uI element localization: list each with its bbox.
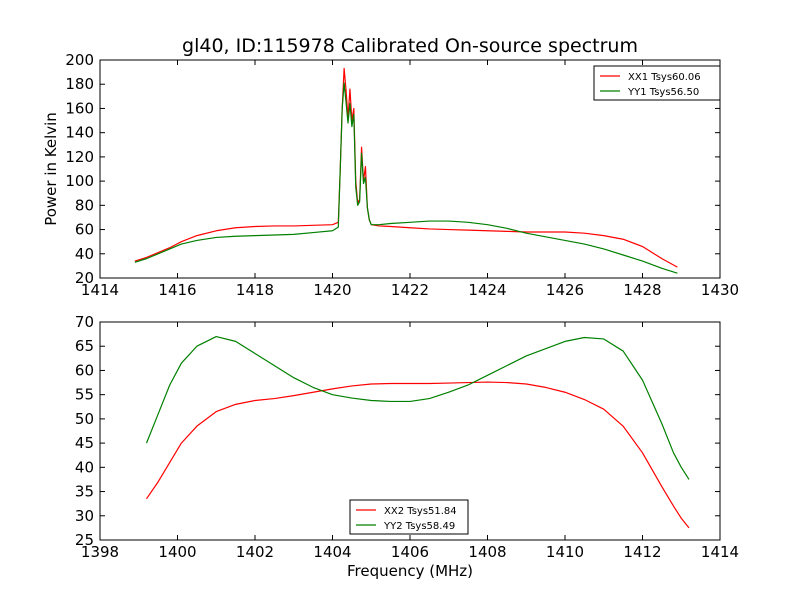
y-tick-label: 80 — [75, 196, 94, 214]
series-line-yy2 — [145, 335, 690, 480]
x-tick-label: 1420 — [313, 281, 351, 299]
x-tick-label: 1422 — [391, 281, 429, 299]
bottom-panel: 1398 1400 1402 1404 1406 1408 1410 1412 1414 25 30… — [75, 313, 739, 580]
y-tick-label: 200 — [65, 51, 94, 69]
y-tick-label: 180 — [65, 75, 94, 93]
y-tick-label: 35 — [75, 483, 94, 501]
legend-entry: YY2 Tsys58.49 — [383, 521, 455, 532]
x-tick-label: 1418 — [236, 281, 274, 299]
y-tick-label: 60 — [75, 361, 94, 379]
x-tick-label: 1416 — [158, 281, 196, 299]
y-tick-label: 50 — [75, 410, 94, 428]
chart-title: gl40, ID:115978 Calibrated On-source spe… — [182, 35, 638, 57]
y-tick-label: 120 — [65, 148, 94, 166]
legend-entry: XX2 Tsys51.84 — [384, 506, 457, 517]
y-tick-label: 55 — [75, 386, 94, 404]
x-tick-label: 1408 — [468, 543, 506, 561]
x-tick-label: 1430 — [701, 281, 739, 299]
y-tick-label: 30 — [75, 507, 94, 525]
x-axis-label: Frequency (MHz) — [347, 562, 473, 580]
y-tick-label: 25 — [75, 531, 94, 549]
legend: XX2 Tsys51.84 YY2 Tsys58.49 — [349, 499, 469, 535]
x-tick-label: 1406 — [391, 543, 429, 561]
x-tick-label: 1412 — [623, 543, 661, 561]
x-tick-label: 1426 — [546, 281, 584, 299]
x-tick-label: 1414 — [701, 543, 739, 561]
y-tick-label: 70 — [75, 313, 94, 331]
y-tick-label: 60 — [75, 221, 94, 239]
series-line-xx1 — [134, 67, 678, 268]
legend: XX1 Tsys60.06 YY1 Tsys56.50 — [593, 65, 721, 101]
legend-box — [349, 499, 469, 535]
y-tick-label: 160 — [65, 99, 94, 117]
y-tick-label: 45 — [75, 434, 94, 452]
x-tick-label: 1400 — [158, 543, 196, 561]
y-tick-label: 100 — [65, 172, 94, 190]
y-tick-label: 40 — [75, 458, 94, 476]
x-tick-label: 1428 — [623, 281, 661, 299]
y-axis-label: Power in Kelvin — [42, 112, 60, 226]
x-tick-label: 1402 — [236, 543, 274, 561]
y-tick-label: 65 — [75, 337, 94, 355]
x-tick-label: 1398 — [81, 543, 119, 561]
top-panel: 1414 1416 1418 1420 1422 1424 1426 1428 1430 20 40… — [42, 51, 739, 299]
legend-entry: XX1 Tsys60.06 — [628, 72, 701, 83]
y-tick-label: 140 — [65, 124, 94, 142]
legend-entry: YY1 Tsys56.50 — [627, 87, 699, 98]
x-tick-label: 1414 — [81, 281, 119, 299]
x-tick-label: 1404 — [313, 543, 351, 561]
y-tick-label: 20 — [75, 269, 94, 287]
x-tick-label: 1424 — [468, 281, 506, 299]
y-tick-label: 40 — [75, 245, 94, 263]
legend-box — [593, 65, 721, 101]
series-line-xx2 — [146, 381, 690, 529]
x-tick-label: 1410 — [546, 543, 584, 561]
series-line-yy1 — [134, 82, 678, 274]
series-group — [145, 335, 690, 529]
series-group — [134, 67, 678, 274]
